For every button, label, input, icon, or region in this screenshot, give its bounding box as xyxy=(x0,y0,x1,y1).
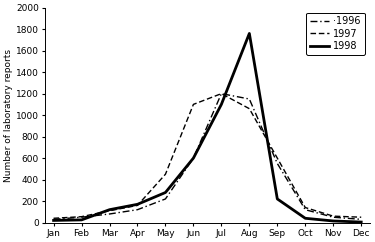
Line: ·1996: ·1996 xyxy=(54,94,361,219)
1998 xyxy=(79,219,84,221)
1997 xyxy=(135,204,140,207)
1998 xyxy=(107,208,112,211)
·1996 xyxy=(219,92,224,95)
1997 xyxy=(331,215,336,218)
·1996 xyxy=(79,216,84,219)
1997 xyxy=(191,103,196,106)
1998 xyxy=(163,191,168,194)
1997 xyxy=(359,216,363,219)
1998 xyxy=(359,221,363,224)
1998 xyxy=(247,32,252,35)
·1996 xyxy=(247,98,252,100)
1997 xyxy=(51,217,56,220)
·1996 xyxy=(331,216,336,219)
·1996 xyxy=(275,162,279,165)
1998 xyxy=(331,219,336,222)
1998 xyxy=(191,157,196,159)
1997 xyxy=(163,173,168,176)
·1996 xyxy=(51,218,56,221)
1997 xyxy=(303,206,307,209)
1998 xyxy=(51,219,56,222)
1997 xyxy=(79,215,84,218)
·1996 xyxy=(135,208,140,211)
Line: 1998: 1998 xyxy=(54,33,361,222)
·1996 xyxy=(163,197,168,200)
·1996 xyxy=(107,212,112,215)
·1996 xyxy=(191,157,196,159)
1997 xyxy=(219,92,224,95)
Line: 1997: 1997 xyxy=(54,94,361,218)
1998 xyxy=(135,203,140,206)
·1996 xyxy=(359,218,363,221)
Y-axis label: Number of laboratory reports: Number of laboratory reports xyxy=(4,49,13,182)
·1996 xyxy=(303,208,307,211)
1997 xyxy=(247,107,252,110)
1997 xyxy=(107,209,112,212)
Legend: ·1996, 1997, 1998: ·1996, 1997, 1998 xyxy=(306,13,365,55)
1998 xyxy=(303,217,307,220)
1998 xyxy=(275,197,279,200)
1998 xyxy=(219,103,224,106)
1997 xyxy=(275,157,279,159)
